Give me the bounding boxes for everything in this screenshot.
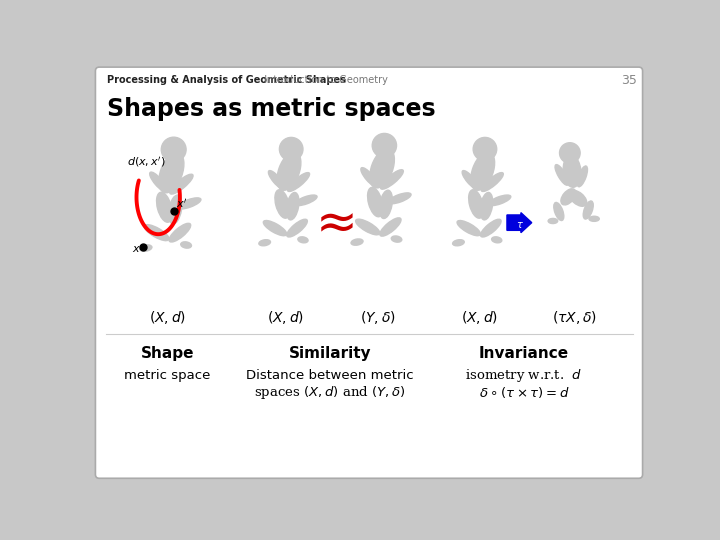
- Ellipse shape: [555, 165, 568, 185]
- Text: Invariance: Invariance: [479, 346, 569, 361]
- Text: Introduction to Geometry: Introduction to Geometry: [258, 75, 388, 85]
- Ellipse shape: [181, 242, 192, 248]
- Text: $(X,d)$: $(X,d)$: [149, 309, 186, 326]
- Circle shape: [161, 137, 186, 162]
- Ellipse shape: [388, 193, 411, 204]
- Text: $(\tau X,\delta)$: $(\tau X,\delta)$: [552, 309, 597, 326]
- Ellipse shape: [471, 152, 495, 190]
- FancyBboxPatch shape: [96, 67, 642, 478]
- Ellipse shape: [480, 219, 501, 237]
- Ellipse shape: [381, 170, 403, 189]
- Ellipse shape: [177, 198, 201, 209]
- Text: Shape: Shape: [140, 346, 194, 361]
- Ellipse shape: [259, 240, 271, 246]
- Ellipse shape: [351, 239, 363, 245]
- Ellipse shape: [391, 236, 402, 242]
- Ellipse shape: [548, 219, 558, 224]
- Ellipse shape: [298, 237, 308, 243]
- Text: $\tau$: $\tau$: [516, 220, 524, 230]
- Circle shape: [473, 137, 497, 161]
- Ellipse shape: [589, 216, 599, 221]
- Text: $\delta \circ (\tau \times \tau) = d$: $\delta \circ (\tau \times \tau) = d$: [479, 384, 570, 400]
- Ellipse shape: [462, 171, 478, 189]
- Ellipse shape: [168, 195, 182, 224]
- Circle shape: [559, 143, 580, 163]
- Ellipse shape: [379, 190, 392, 219]
- FancyArrow shape: [507, 213, 532, 233]
- Ellipse shape: [492, 237, 502, 243]
- Ellipse shape: [275, 190, 290, 218]
- Text: $x$: $x$: [132, 244, 141, 254]
- Ellipse shape: [294, 195, 317, 206]
- Ellipse shape: [480, 192, 492, 220]
- Ellipse shape: [269, 171, 284, 189]
- Text: metric space: metric space: [125, 369, 211, 382]
- Ellipse shape: [563, 155, 581, 187]
- Ellipse shape: [577, 166, 588, 187]
- Text: $d(x,x')$: $d(x,x')$: [127, 154, 166, 168]
- Ellipse shape: [370, 148, 395, 188]
- Ellipse shape: [277, 152, 301, 190]
- Circle shape: [279, 137, 303, 161]
- Ellipse shape: [554, 202, 564, 220]
- Text: $\approx$: $\approx$: [306, 198, 354, 247]
- Circle shape: [372, 133, 397, 158]
- Text: Distance between metric: Distance between metric: [246, 369, 414, 382]
- Ellipse shape: [368, 187, 383, 217]
- Text: isometry w.r.t.  $d$: isometry w.r.t. $d$: [465, 367, 582, 383]
- Text: $x'$: $x'$: [176, 197, 187, 210]
- Ellipse shape: [356, 219, 379, 235]
- Text: Similarity: Similarity: [289, 346, 372, 361]
- Ellipse shape: [140, 245, 152, 251]
- Ellipse shape: [264, 220, 287, 236]
- Text: $(X,d)$: $(X,d)$: [461, 309, 498, 326]
- Ellipse shape: [150, 172, 167, 192]
- Text: Shapes as metric spaces: Shapes as metric spaces: [107, 97, 436, 122]
- Ellipse shape: [481, 173, 503, 192]
- Ellipse shape: [457, 220, 480, 236]
- Ellipse shape: [287, 173, 310, 192]
- Ellipse shape: [144, 225, 169, 241]
- Text: Processing & Analysis of Geometric Shapes: Processing & Analysis of Geometric Shape…: [107, 75, 346, 85]
- Ellipse shape: [489, 195, 510, 206]
- Text: $(X,d)$: $(X,d)$: [267, 309, 304, 326]
- Ellipse shape: [156, 192, 172, 222]
- Ellipse shape: [287, 219, 307, 237]
- Ellipse shape: [169, 224, 191, 242]
- Ellipse shape: [570, 191, 587, 206]
- Ellipse shape: [583, 201, 593, 219]
- Text: $(Y,\delta)$: $(Y,\delta)$: [361, 309, 396, 326]
- Ellipse shape: [469, 190, 484, 218]
- Ellipse shape: [287, 192, 299, 220]
- Text: spaces $(X,d)$ and $(Y,\delta)$: spaces $(X,d)$ and $(Y,\delta)$: [254, 383, 406, 401]
- Ellipse shape: [453, 240, 464, 246]
- Ellipse shape: [170, 174, 193, 194]
- Ellipse shape: [361, 167, 377, 187]
- Ellipse shape: [561, 189, 576, 205]
- Ellipse shape: [380, 218, 401, 236]
- Ellipse shape: [159, 152, 184, 193]
- Text: 35: 35: [621, 73, 637, 87]
